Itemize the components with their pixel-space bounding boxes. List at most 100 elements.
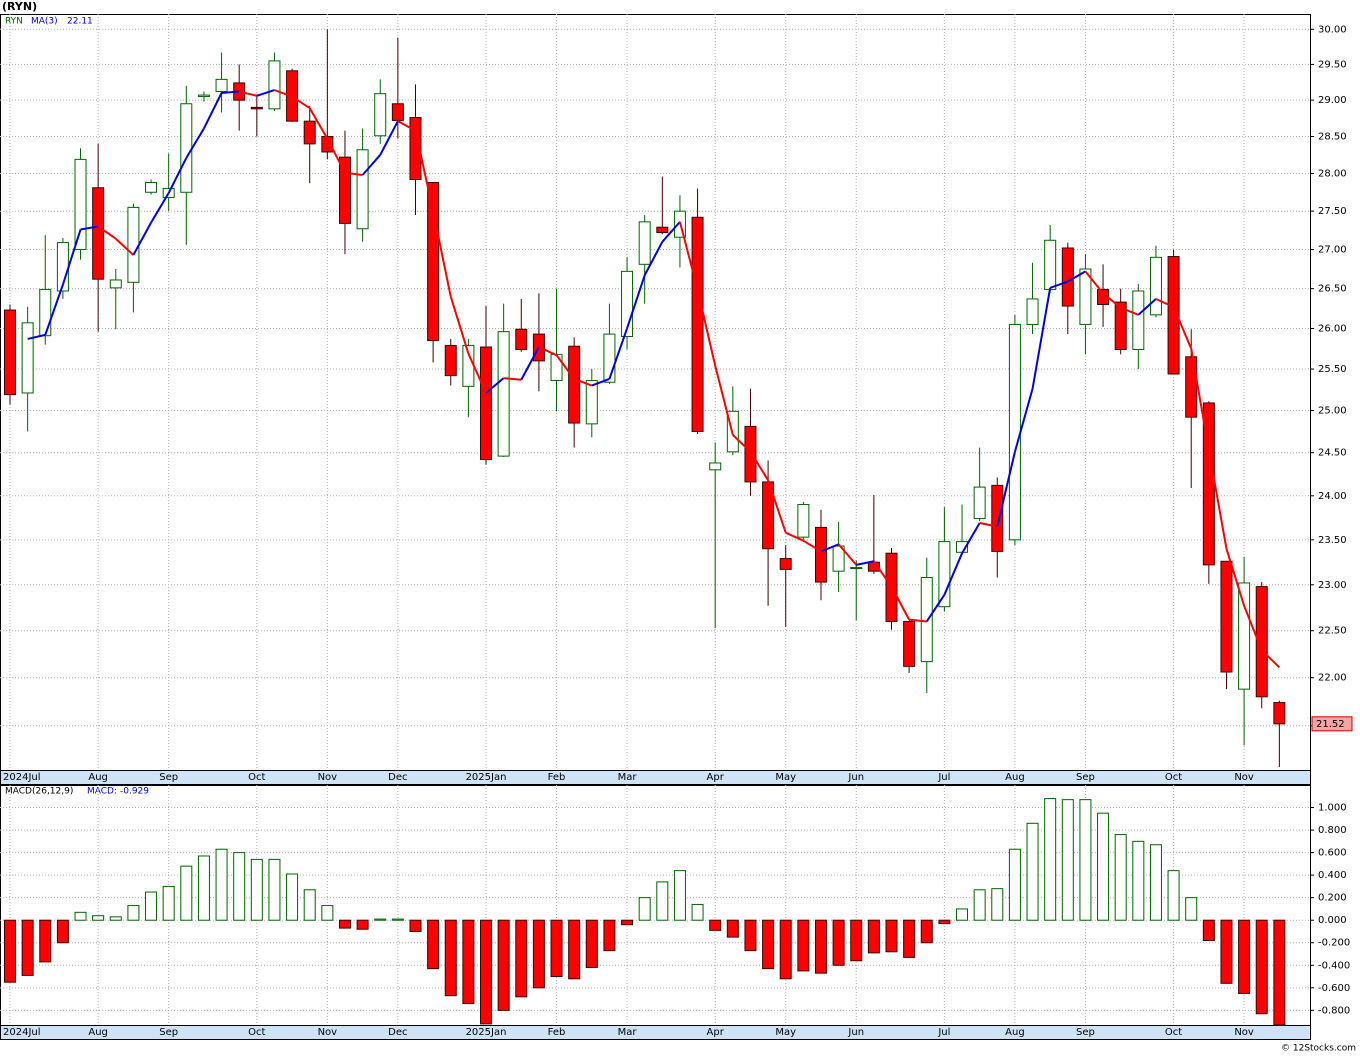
macd-bar (1026, 822, 1039, 921)
macd-bar (92, 915, 105, 921)
y-tick-label: 23.50 (1318, 535, 1347, 546)
macd-bar (1185, 897, 1198, 921)
x-tick-label: Mar (618, 772, 638, 783)
y-tick-label: 24.00 (1318, 491, 1347, 502)
last-price-label: 21.52 (1316, 719, 1345, 730)
macd-bar (832, 919, 845, 966)
candle-body (109, 279, 122, 289)
x-tick-label: 2024Jul (3, 1027, 41, 1038)
ma-segment (414, 130, 435, 212)
macd-bar (691, 903, 704, 921)
macd-bar (321, 905, 334, 921)
macd-bar (920, 919, 933, 944)
candle-body (691, 216, 704, 432)
ma-segment (397, 120, 416, 132)
y-tick-label: 25.00 (1318, 405, 1347, 416)
macd-bar (21, 919, 34, 976)
legend-ma: MA(3) (31, 17, 58, 27)
macd-bar (1097, 812, 1110, 921)
ma-segment (1137, 298, 1157, 316)
macd-bar (850, 919, 863, 962)
candle-body (920, 577, 933, 663)
ma-segment (767, 479, 787, 534)
ma-segment (221, 90, 240, 94)
ma-segment (61, 229, 82, 285)
ma-segment (996, 451, 1016, 527)
macd-bar (515, 919, 528, 998)
x-tick-label: 2025Jan (466, 772, 507, 783)
candle-body (1044, 239, 1057, 290)
ma-segment (820, 543, 839, 553)
y-tick-label: -0.400 (1318, 960, 1350, 971)
macd-bar (497, 919, 510, 1011)
macd-bar (656, 881, 669, 921)
y-tick-label: 30.00 (1318, 24, 1347, 35)
macd-bar (585, 919, 598, 969)
macd-bar (427, 919, 440, 970)
macd-bar (550, 919, 563, 978)
y-tick-label: 27.50 (1318, 206, 1347, 217)
candle-body (1185, 356, 1198, 418)
candle-body (215, 78, 228, 93)
candle-body (74, 158, 87, 251)
candle-body (1061, 247, 1074, 307)
x-tick-label: Sep (1076, 772, 1095, 783)
candle-body (621, 270, 634, 338)
candle-body (427, 181, 440, 342)
macd-bar (356, 919, 369, 930)
x-tick-label: Nov (318, 772, 338, 783)
ma-segment (1243, 605, 1263, 651)
y-tick-label: 0.800 (1318, 825, 1347, 836)
ma-segment (856, 560, 875, 566)
macd-bar (621, 919, 634, 926)
candle-body (1008, 323, 1021, 541)
y-tick-label: 23.00 (1318, 580, 1347, 591)
x-tick-label: Feb (548, 1027, 566, 1038)
x-tick-label: Oct (1165, 1027, 1182, 1038)
candle-body (145, 181, 158, 193)
x-tick-label: Jul (937, 772, 950, 783)
price-frame (0, 14, 1311, 785)
macd-bar (532, 919, 545, 989)
y-tick-label: 0.000 (1318, 915, 1347, 926)
ma-segment (1190, 348, 1210, 451)
ma-segment (80, 225, 99, 231)
candle-body (197, 94, 210, 98)
macd-bar (797, 919, 810, 972)
macd-value: -0.929 (120, 787, 149, 797)
y-tick-label: 29.50 (1318, 59, 1347, 70)
macd-frame (0, 785, 1311, 1040)
candle-body (779, 558, 792, 570)
ma-segment (27, 333, 46, 340)
x-tick-label: Sep (159, 1027, 178, 1038)
ma-segment (785, 531, 804, 542)
y-tick-label: 22.00 (1318, 673, 1347, 684)
candle-body (338, 156, 351, 224)
ma-segment (961, 522, 981, 554)
candle-body (973, 486, 986, 520)
candle-body (744, 425, 757, 483)
macd-bar (303, 889, 316, 921)
macd-bar (779, 919, 792, 980)
macd-bar (814, 919, 827, 974)
candle-body (1149, 256, 1162, 316)
x-tick-label: Apr (707, 1027, 725, 1038)
candle-body (850, 567, 863, 570)
x-tick-label: Sep (1076, 1027, 1095, 1038)
ma-segment (1225, 548, 1246, 607)
candle-body (709, 462, 722, 471)
macd-bar (1273, 919, 1286, 1026)
ma-segment (925, 594, 946, 623)
macd-bar (480, 919, 493, 1025)
macd-bar (1061, 799, 1074, 921)
x-tick-label: Aug (1005, 772, 1025, 783)
ma-segment (150, 192, 170, 224)
ma-segment (467, 353, 487, 394)
candle-body (797, 504, 810, 538)
macd-bar (1114, 834, 1127, 921)
x-tick-label: Dec (388, 772, 407, 783)
macd-bar (1167, 870, 1180, 921)
candle-body (180, 103, 193, 193)
macd-prefix: MACD: (87, 787, 117, 797)
macd-bar (1044, 798, 1057, 921)
